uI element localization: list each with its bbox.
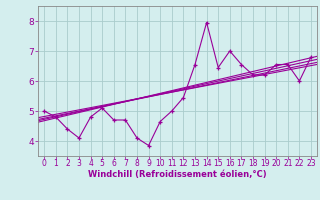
X-axis label: Windchill (Refroidissement éolien,°C): Windchill (Refroidissement éolien,°C) (88, 170, 267, 179)
